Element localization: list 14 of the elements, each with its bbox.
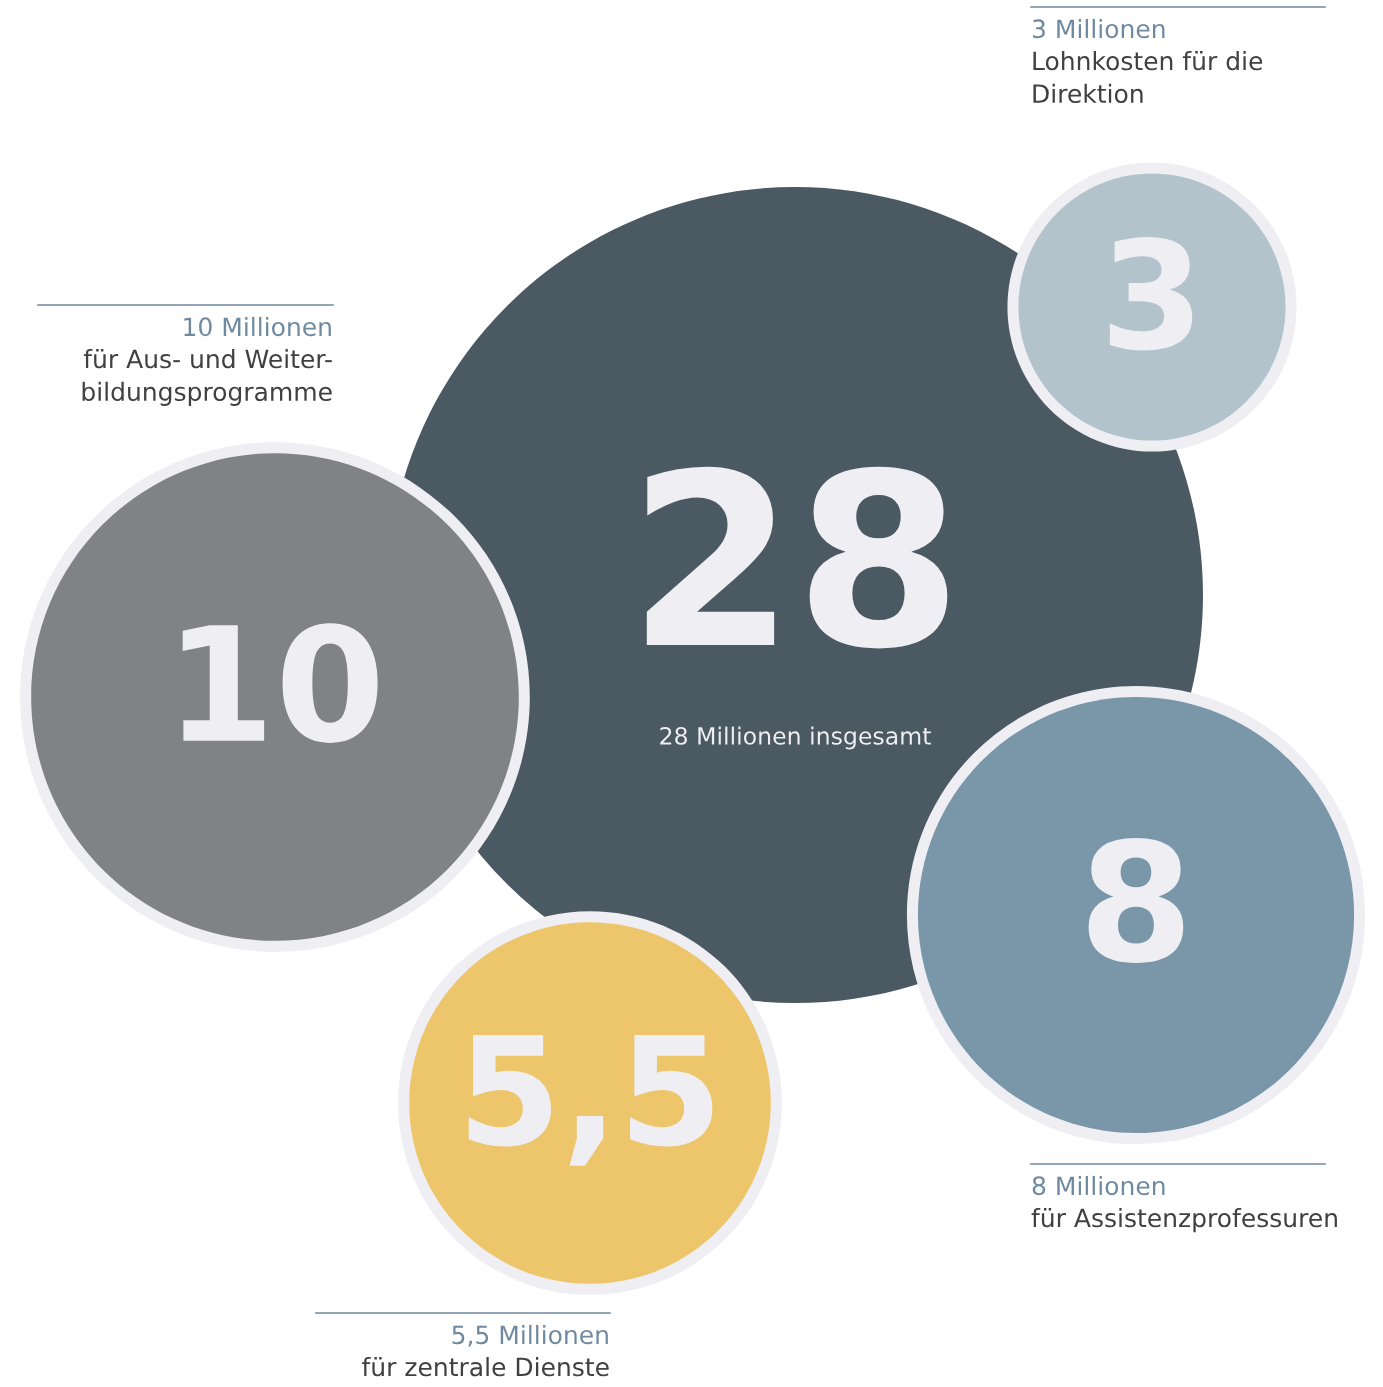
text: 8 Millionen: [1032, 1175, 1165, 1196]
data-label: 8: [1088, 837, 1184, 963]
text: 3 Millionen: [1032, 18, 1165, 39]
category-label: für Assistenzprofessuren: [1031, 1208, 1337, 1233]
category-label: 28 Millionen insgesamt: [660, 726, 931, 750]
data-label: 5,5: [468, 1035, 713, 1166]
category-label: Lohnkosten für die Direktion: [1033, 51, 1263, 104]
data-label: 10: [182, 623, 378, 743]
category-label: für Aus- und Weiter- bildungsprogramme: [82, 349, 332, 406]
category-label: für zentrale Dienste: [362, 1357, 609, 1377]
text: 10 Millionen: [184, 316, 331, 337]
data-label: 28: [646, 466, 948, 649]
data-label: 3: [1109, 237, 1193, 351]
text: 5,5 Millionen: [452, 1324, 608, 1347]
